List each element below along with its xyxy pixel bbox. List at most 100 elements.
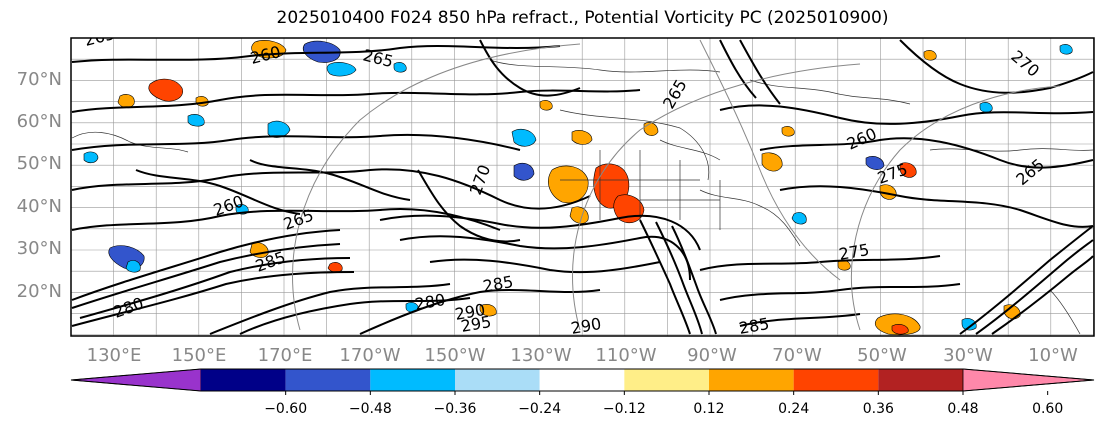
colorbar-outline bbox=[70, 368, 1095, 392]
negative-anomaly-blob bbox=[125, 260, 141, 273]
colorbar-segment bbox=[201, 369, 286, 391]
colorbar-segment bbox=[624, 369, 709, 391]
coastline bbox=[71, 131, 189, 153]
contour-line bbox=[135, 169, 301, 215]
contour-label: 265 bbox=[82, 24, 116, 50]
coastline bbox=[559, 109, 710, 181]
contour-line bbox=[239, 297, 471, 335]
contour-line bbox=[429, 258, 661, 274]
coastline bbox=[699, 189, 801, 247]
positive-anomaly-blob bbox=[195, 96, 209, 107]
contour-line bbox=[71, 229, 341, 301]
positive-anomaly-blob bbox=[923, 50, 937, 61]
contour-label: 285 bbox=[737, 314, 770, 338]
contour-line bbox=[209, 283, 451, 335]
longitude-label: 150°E bbox=[172, 345, 227, 366]
positive-anomaly-blob bbox=[548, 165, 589, 204]
contour-line bbox=[959, 225, 1094, 335]
thin-contour bbox=[572, 63, 861, 331]
contour-line bbox=[739, 39, 781, 105]
latitude-label: 70°N bbox=[17, 69, 62, 90]
positive-anomaly-blob bbox=[899, 162, 917, 178]
colorbar-tick-label: 0.48 bbox=[947, 401, 978, 417]
contour-line bbox=[759, 137, 1094, 169]
coastline bbox=[489, 59, 721, 73]
negative-anomaly-blob bbox=[865, 156, 885, 170]
colorbar-tick-label: 0.24 bbox=[778, 401, 809, 417]
longitude-label: 50°W bbox=[857, 345, 907, 366]
latitude-label: 50°N bbox=[17, 153, 62, 174]
map-area: 265 260 265 260 265 260 270 265 275 280 … bbox=[70, 24, 1095, 338]
colorbar: −0.60 −0.48 −0.36 −0.24 −0.12 0.12 0.24 0.36 0.4… bbox=[70, 368, 1095, 417]
colorbar-segment bbox=[793, 369, 879, 391]
colorbar-segment bbox=[370, 369, 455, 391]
contour-line bbox=[71, 243, 341, 309]
thin-contour bbox=[851, 85, 1061, 331]
negative-anomaly-blob bbox=[979, 102, 993, 113]
longitude-labels: 130°E 150°E 170°E 170°W 150°W 130°W 110°… bbox=[87, 345, 1078, 366]
contour-label: 290 bbox=[569, 314, 602, 338]
negative-anomaly-blob bbox=[961, 318, 977, 331]
contour-line bbox=[379, 214, 701, 251]
latitude-label: 60°N bbox=[17, 111, 62, 132]
contour-line bbox=[671, 225, 717, 335]
contour-line bbox=[71, 168, 591, 210]
positive-anomaly-blob bbox=[148, 78, 183, 102]
refractivity-contours bbox=[71, 39, 1094, 335]
colorbar-segment bbox=[878, 369, 963, 391]
map-title: 2025010400 F024 850 hPa refract., Potent… bbox=[276, 8, 889, 28]
positive-anomaly-blob bbox=[571, 130, 593, 145]
state-border bbox=[560, 150, 700, 220]
negative-anomaly-blob bbox=[791, 212, 807, 225]
colorbar-segment bbox=[709, 369, 794, 391]
colorbar-tick-label: −0.24 bbox=[518, 401, 561, 417]
negative-anomaly-blob bbox=[513, 162, 535, 181]
positive-anomaly-blob bbox=[539, 100, 553, 111]
contour-line bbox=[417, 169, 521, 243]
contour-line bbox=[719, 39, 757, 99]
state-border bbox=[640, 180, 721, 230]
longitude-label: 150°W bbox=[424, 345, 485, 366]
thin-contours bbox=[292, 39, 1061, 331]
negative-anomaly-blob bbox=[326, 62, 357, 77]
contour-line bbox=[249, 159, 411, 201]
longitude-label: 10°W bbox=[1028, 345, 1078, 366]
colorbar-extend-low bbox=[70, 368, 202, 392]
contour-line bbox=[71, 45, 561, 63]
contour-line bbox=[719, 283, 961, 301]
contour-line bbox=[779, 185, 1094, 228]
colorbar-segment bbox=[539, 369, 625, 391]
coastlines bbox=[71, 59, 1094, 335]
longitude-label: 70°W bbox=[772, 345, 822, 366]
negative-anomaly-blob bbox=[511, 128, 537, 147]
positive-anomaly-blob bbox=[891, 324, 909, 335]
negative-anomaly-blob bbox=[187, 114, 205, 127]
colorbar-tick-label: 0.36 bbox=[863, 401, 894, 417]
colorbar-tick-label: 0.60 bbox=[1032, 401, 1063, 417]
contour-line bbox=[71, 207, 501, 231]
positive-anomaly-blob bbox=[761, 152, 783, 172]
contour-line bbox=[739, 313, 861, 327]
colorbar-extend-high bbox=[962, 368, 1095, 392]
longitude-label: 90°W bbox=[687, 345, 737, 366]
colorbar-tick-label: −0.48 bbox=[349, 401, 392, 417]
positive-anomaly-blob bbox=[117, 94, 135, 108]
longitude-label: 30°W bbox=[943, 345, 993, 366]
negative-anomaly-blob bbox=[83, 151, 99, 164]
colorbar-tick-label: 0.12 bbox=[693, 401, 724, 417]
contour-line bbox=[359, 289, 601, 335]
longitude-label: 170°E bbox=[258, 345, 313, 366]
map-frame bbox=[70, 37, 1095, 337]
positive-anomaly-blob bbox=[781, 126, 795, 137]
colorbar-segment bbox=[285, 369, 371, 391]
contour-line bbox=[71, 89, 641, 113]
contour-line bbox=[975, 239, 1094, 335]
contour-line bbox=[899, 39, 1094, 94]
contour-line bbox=[79, 257, 351, 319]
positive-anomaly-blob bbox=[479, 304, 497, 317]
contour-line bbox=[71, 133, 521, 151]
colorbar-tick-label: −0.12 bbox=[603, 401, 646, 417]
thin-contour bbox=[292, 43, 581, 331]
contour-line bbox=[699, 255, 941, 271]
